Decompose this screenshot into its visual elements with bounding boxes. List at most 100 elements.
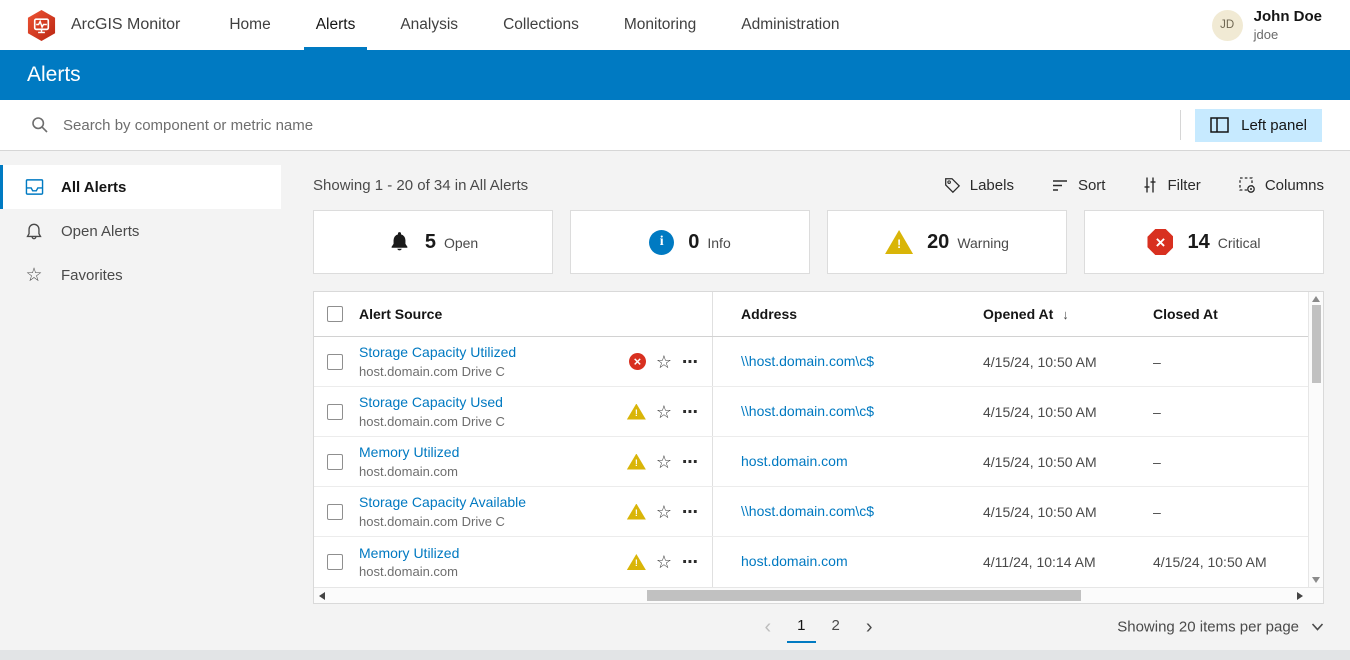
more-options-icon[interactable]: ⋯ (682, 353, 699, 371)
items-per-page-label: Showing 20 items per page (1117, 618, 1299, 636)
search-bar: Left panel (0, 100, 1350, 151)
labels-label: Labels (969, 176, 1014, 194)
column-header-opened-at[interactable]: Opened At ↓ (983, 306, 1153, 322)
summary-cards: 5 Open 0 Info 20 Warning 14 Critical (313, 210, 1324, 274)
previous-page-chevron-icon[interactable]: ‹ (764, 616, 772, 638)
row-checkbox[interactable] (327, 453, 343, 470)
scroll-left-arrow-icon[interactable] (319, 591, 325, 600)
star-icon: ☆ (25, 264, 43, 286)
next-page-chevron-icon[interactable]: › (865, 616, 873, 638)
search-input[interactable] (63, 116, 1181, 134)
more-options-icon[interactable]: ⋯ (682, 453, 699, 471)
alert-source-link[interactable]: Storage Capacity Utilized (359, 344, 517, 361)
more-options-icon[interactable]: ⋯ (682, 503, 699, 521)
left-panel-button[interactable]: Left panel (1195, 108, 1322, 142)
pager: ‹ 1 2 › (754, 611, 882, 643)
row-checkbox[interactable] (327, 403, 343, 420)
closed-at-cell: – (1153, 453, 1161, 470)
warning-alerts-card[interactable]: 20 Warning (827, 210, 1067, 274)
closed-at-cell: 4/15/24, 10:50 AM (1153, 554, 1267, 570)
page-button-1[interactable]: 1 (787, 611, 816, 643)
info-label: Info (707, 234, 731, 251)
scroll-up-arrow-icon[interactable] (1312, 296, 1320, 302)
address-link[interactable]: \\host.domain.com\c$ (741, 502, 875, 519)
alert-status-icon (628, 353, 646, 370)
page-title: Alerts (27, 63, 81, 86)
vertical-scrollbar[interactable] (1308, 292, 1323, 587)
more-options-icon[interactable]: ⋯ (682, 554, 699, 571)
sidebar-item-all-alerts[interactable]: All Alerts (0, 165, 281, 209)
table-row: Memory Utilized host.domain.com ☆ ⋯ host… (314, 537, 1308, 587)
address-link[interactable]: \\host.domain.com\c$ (741, 402, 875, 419)
favorite-star-icon[interactable]: ☆ (655, 351, 672, 372)
app-title: ArcGIS Monitor (71, 16, 181, 33)
opened-at-cell: 4/11/24, 10:14 AM (983, 554, 1096, 570)
bell-icon (24, 222, 44, 241)
row-checkbox[interactable] (327, 353, 343, 370)
favorite-star-icon[interactable]: ☆ (655, 401, 672, 422)
sidebar-item-label: Favorites (61, 266, 123, 284)
user-menu[interactable]: JD John Doe jdoe (1211, 8, 1322, 42)
address-link[interactable]: host.domain.com (741, 452, 848, 469)
sort-label: Sort (1077, 176, 1106, 194)
opened-at-cell: 4/15/24, 10:50 AM (983, 403, 1097, 420)
info-alerts-card[interactable]: 0 Info (570, 210, 810, 274)
alert-source-link[interactable]: Storage Capacity Used (359, 394, 503, 411)
alert-source-link[interactable]: Memory Utilized (359, 544, 460, 561)
sidebar-item-open-alerts[interactable]: Open Alerts (0, 209, 281, 253)
nav-tab-administration[interactable]: Administration (741, 16, 840, 33)
page-bottom-scroll-strip[interactable] (0, 650, 1350, 660)
favorite-star-icon[interactable]: ☆ (655, 552, 672, 572)
closed-at-cell: – (1153, 353, 1161, 370)
alerts-main-panel: Showing 1 - 20 of 34 in All Alerts Label… (300, 151, 1350, 650)
nav-tab-home[interactable]: Home (229, 16, 271, 33)
filter-icon (1144, 177, 1156, 193)
labels-button[interactable]: Labels (943, 176, 1014, 194)
address-link[interactable]: \\host.domain.com\c$ (741, 352, 875, 369)
scroll-down-arrow-icon[interactable] (1312, 577, 1320, 583)
sidebar-item-favorites[interactable]: ☆ Favorites (0, 253, 281, 297)
nav-tab-analysis[interactable]: Analysis (400, 16, 459, 33)
avatar: JD (1211, 9, 1243, 41)
alerts-sidebar: All Alerts Open Alerts ☆ Favorites (0, 151, 300, 650)
table-rows: Storage Capacity Utilized host.domain.co… (314, 337, 1308, 587)
alert-source-link[interactable]: Memory Utilized (359, 444, 460, 461)
table-header: Alert Source Address Opened At ↓ Closed … (314, 292, 1308, 337)
row-checkbox[interactable] (327, 503, 343, 520)
nav-tab-monitoring[interactable]: Monitoring (623, 16, 697, 33)
columns-button[interactable]: Columns (1238, 176, 1324, 194)
nav-tab-collections[interactable]: Collections (503, 16, 579, 33)
vertical-scrollbar-thumb[interactable] (1312, 305, 1321, 383)
sort-button[interactable]: Sort (1051, 176, 1106, 194)
row-checkbox[interactable] (327, 554, 343, 570)
filter-button[interactable]: Filter (1142, 176, 1201, 194)
address-link[interactable]: host.domain.com (741, 553, 848, 569)
opened-at-label: Opened At (983, 306, 1054, 322)
more-options-icon[interactable]: ⋯ (682, 403, 699, 421)
columns-label: Columns (1264, 176, 1324, 194)
column-header-address[interactable]: Address (741, 306, 798, 322)
warning-label: Warning (957, 234, 1009, 251)
nav-tab-alerts[interactable]: Alerts (303, 0, 368, 50)
open-alerts-card[interactable]: 5 Open (313, 210, 553, 274)
items-per-page-select[interactable]: Showing 20 items per page (1117, 619, 1324, 636)
divider (1180, 110, 1182, 140)
column-header-closed-at[interactable]: Closed At (1153, 306, 1218, 322)
critical-alerts-card[interactable]: 14 Critical (1084, 210, 1324, 274)
alert-source-subtext: host.domain.com Drive C (359, 413, 505, 429)
scroll-right-arrow-icon[interactable] (1297, 591, 1303, 600)
alert-source-subtext: host.domain.com (359, 463, 458, 479)
results-count-text: Showing 1 - 20 of 34 in All Alerts (313, 176, 529, 194)
alert-status-icon (626, 453, 646, 470)
favorite-star-icon[interactable]: ☆ (655, 501, 672, 522)
filter-label: Filter (1167, 176, 1201, 194)
select-all-checkbox[interactable] (327, 306, 343, 322)
horizontal-scrollbar[interactable] (314, 587, 1323, 603)
alert-source-link[interactable]: Storage Capacity Available (359, 494, 527, 511)
page-button-2[interactable]: 2 (831, 617, 840, 634)
horizontal-scrollbar-thumb[interactable] (646, 590, 1081, 601)
alert-status-icon (626, 403, 646, 420)
alerts-table: Alert Source Address Opened At ↓ Closed … (313, 291, 1324, 604)
column-header-alert-source[interactable]: Alert Source (359, 306, 443, 322)
favorite-star-icon[interactable]: ☆ (655, 451, 672, 472)
